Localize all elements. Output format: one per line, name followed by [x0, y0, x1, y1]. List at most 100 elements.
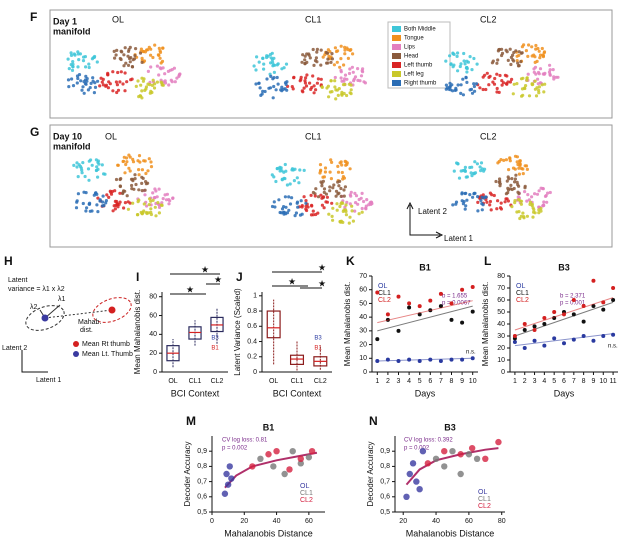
cloud-dot — [476, 200, 480, 204]
chart-title: B1 — [263, 422, 275, 432]
cloud-dot — [151, 198, 155, 202]
cloud-dot — [300, 60, 304, 64]
cloud-dot — [125, 80, 129, 84]
cloud-dot — [541, 186, 545, 191]
cloud-dot — [456, 83, 460, 87]
cloud-dot — [522, 86, 527, 90]
cloud-dot — [361, 70, 365, 74]
legend-label: Both Middle — [404, 27, 436, 33]
cloud-dot — [280, 207, 285, 211]
point — [289, 448, 296, 455]
cloud-dot — [154, 214, 158, 218]
x-axis-label: BCI Context — [273, 388, 322, 398]
cloud-dot — [526, 54, 530, 59]
cloud-dot — [107, 195, 111, 199]
cloud-dot — [147, 203, 151, 207]
cloud-dot — [104, 83, 108, 87]
cloud-dot — [497, 180, 501, 184]
cloud-dot — [112, 204, 116, 208]
cloud-dot — [324, 192, 328, 196]
cloud-dot — [271, 64, 275, 68]
cloud-dot — [333, 85, 337, 89]
x-tick-label: 7 — [439, 378, 443, 385]
cloud-dot — [322, 175, 326, 179]
cloud-dot — [116, 70, 120, 75]
point — [470, 356, 475, 361]
cloud-dot — [326, 61, 330, 65]
cloud-dot — [504, 158, 508, 162]
cloud-dot — [510, 177, 514, 181]
y-tick-label: 40 — [359, 314, 367, 321]
cloud-dot — [78, 52, 82, 56]
x-tick-label: 4 — [542, 378, 546, 385]
cloud-dot — [319, 180, 323, 184]
cloud-dot — [115, 48, 119, 53]
y-tick-label: 30 — [497, 333, 505, 340]
y-tick-label: 0.4 — [247, 338, 257, 345]
cloud-dot — [284, 62, 289, 66]
cloud-dot — [87, 178, 91, 182]
cloud-dot — [348, 215, 352, 219]
cloud-dot — [518, 162, 522, 166]
cloud-dot — [332, 183, 336, 187]
cloud-dot — [350, 65, 354, 69]
cloud-dot — [170, 80, 174, 84]
cloud-dot — [315, 81, 319, 85]
cloud-dot — [328, 170, 332, 174]
cloud-dot — [76, 192, 80, 196]
cloud-dot — [101, 200, 105, 204]
legend-dot — [73, 351, 79, 357]
x-tick-label: 3 — [397, 378, 401, 385]
cloud-dot — [275, 167, 279, 171]
panel-letter: M — [186, 414, 196, 428]
cloud-dot — [311, 74, 315, 78]
y-tick-label: 60 — [497, 297, 505, 304]
y-tick-label: 0,5 — [380, 509, 390, 516]
cloud-dot — [130, 187, 134, 191]
cloud-dot — [277, 198, 281, 202]
point — [419, 448, 427, 455]
cloud-dot — [167, 83, 171, 87]
x-tick-label: 2 — [386, 378, 390, 385]
cloud-dot — [269, 56, 273, 60]
point — [449, 448, 456, 455]
axis-label: Latent 1 — [444, 234, 473, 243]
point — [562, 312, 566, 317]
point — [470, 284, 475, 289]
cloud-dot — [76, 76, 80, 81]
x-tick-label: 6 — [562, 378, 566, 385]
cloud-dot — [333, 75, 337, 80]
chart-title: B3 — [444, 422, 456, 432]
cloud-dot — [159, 80, 163, 84]
cloud-dot — [492, 193, 496, 198]
point — [438, 291, 443, 296]
point — [542, 322, 547, 326]
cloud-dot — [93, 54, 97, 59]
cloud-dot — [141, 79, 145, 83]
point — [601, 307, 606, 312]
cloud-dot — [320, 85, 324, 89]
y-tick-label: 0,9 — [380, 448, 390, 455]
cloud-dot — [144, 85, 148, 89]
cloud-dot — [329, 158, 333, 162]
cloud-dot — [465, 70, 469, 74]
annotation: B3 — [211, 336, 219, 342]
annotation: p = 0.001 — [560, 301, 586, 307]
cloud-dot — [153, 43, 157, 47]
cloud-dot — [298, 168, 302, 172]
cloud-dot — [476, 195, 480, 199]
cloud-dot — [345, 200, 349, 204]
cloud-dot — [540, 46, 544, 51]
cloud-dot — [316, 195, 321, 199]
cloud-dot — [320, 203, 324, 207]
cloud-dot — [348, 91, 352, 95]
cloud-dot — [445, 86, 449, 90]
cloud-dot — [316, 77, 320, 81]
cloud-dot — [295, 176, 299, 180]
cloud-dot — [137, 168, 141, 172]
cloud-dot — [507, 168, 511, 172]
cloud-dot — [538, 56, 542, 60]
cloud-dot — [96, 175, 100, 179]
cloud-dot — [505, 82, 509, 86]
cloud-dot — [75, 165, 79, 169]
